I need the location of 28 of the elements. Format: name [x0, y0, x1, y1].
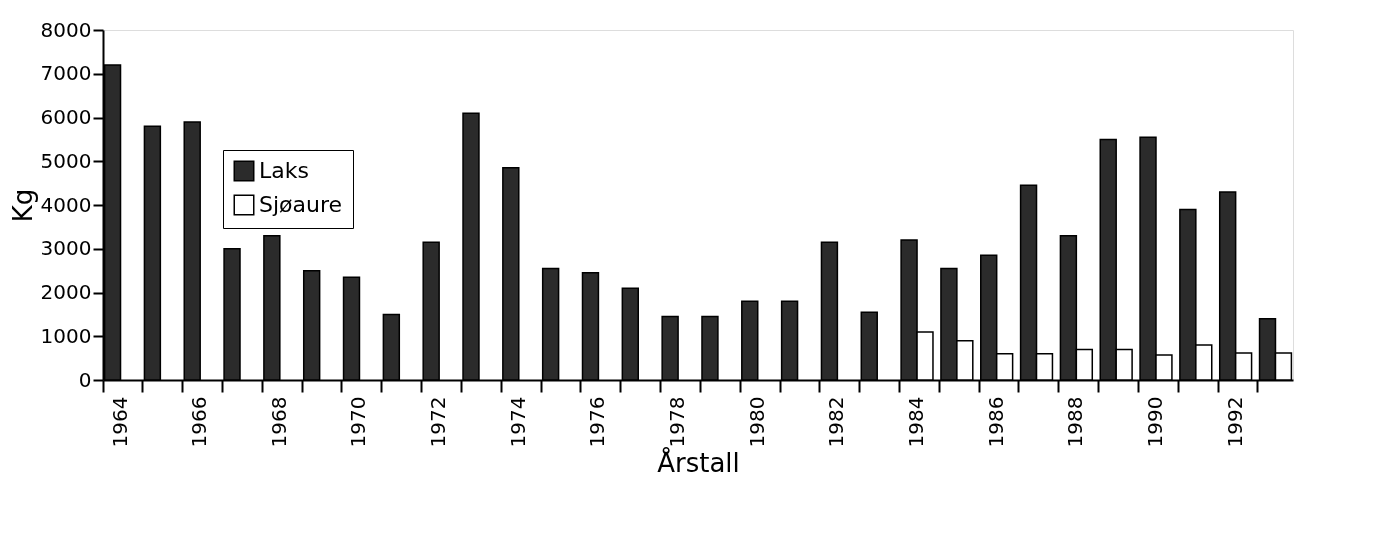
x-tick-label: 1978 [665, 396, 690, 448]
x-tick-label: 1966 [187, 396, 212, 448]
x-tick-label: 1964 [107, 396, 132, 448]
y-tick-label: 3000 [40, 236, 92, 261]
x-tick-label: 1980 [744, 396, 769, 448]
y-tick-label: 4000 [40, 192, 92, 217]
x-tick-label: 1974 [505, 396, 530, 448]
x-axis-title: Årstall [657, 447, 740, 479]
y-axis-title: Kg [7, 188, 38, 223]
x-tick-label: 1982 [824, 396, 849, 448]
y-tick-label: 5000 [40, 148, 92, 173]
y-tick-label: 2000 [40, 280, 92, 304]
x-tick-label: 1984 [904, 396, 929, 448]
x-tick-label: 1986 [983, 396, 1008, 448]
x-tick-label: 1970 [346, 396, 371, 448]
y-tick-label: 8000 [40, 17, 92, 42]
x-tick-label: 1990 [1143, 396, 1167, 448]
y-tick-label: 1000 [40, 323, 92, 348]
y-tick-label: 0 [78, 367, 92, 392]
x-tick-label: 1988 [1063, 396, 1088, 448]
y-tick-label: 6000 [40, 105, 92, 129]
x-tick-label: 1968 [266, 396, 291, 448]
x-tick-label: 1976 [585, 396, 610, 448]
x-tick-label: 1992 [1222, 396, 1247, 448]
legend-label: Laks [259, 158, 309, 183]
legend-label: Sjøaure [259, 192, 343, 217]
x-tick-label: 1972 [426, 396, 451, 448]
y-tick-label: 7000 [40, 61, 92, 86]
